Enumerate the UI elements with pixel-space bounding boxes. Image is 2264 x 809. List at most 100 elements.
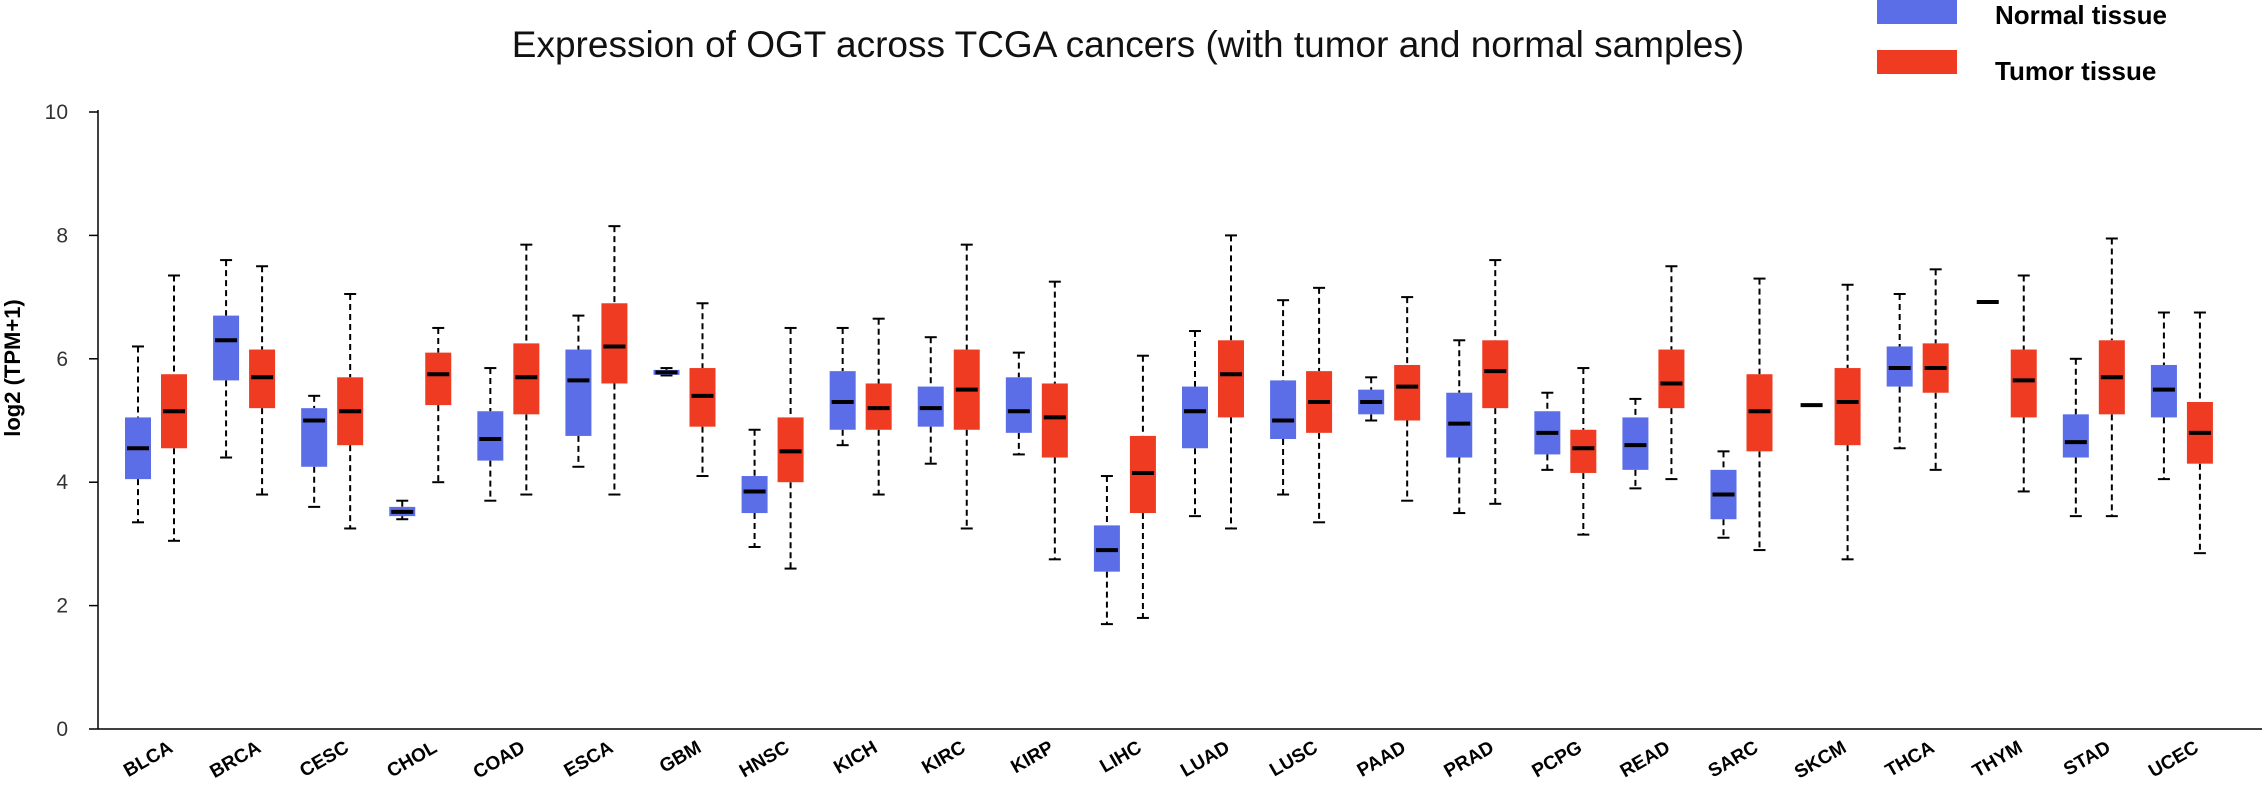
box-iqr	[741, 476, 768, 514]
legend: Normal tissue Tumor tissue	[1877, 0, 2167, 86]
x-tick-label: READ	[1617, 737, 1674, 782]
box-iqr	[1570, 429, 1597, 473]
legend-swatch-tumor	[1877, 50, 1957, 74]
x-tick-label: SARC	[1705, 737, 1762, 782]
box-hnsc-tumor	[777, 326, 804, 570]
x-tick-label: SKCM	[1791, 737, 1850, 783]
box-brca-tumor	[249, 265, 276, 496]
x-tick-label: KICH	[830, 737, 881, 778]
box-paad-normal	[1358, 376, 1385, 422]
box-gbm-normal	[653, 367, 680, 377]
box-gbm-tumor	[689, 302, 716, 478]
box-esca-normal	[565, 314, 592, 468]
box-iqr	[1394, 364, 1421, 421]
box-kich-normal	[829, 326, 856, 447]
box-iqr	[477, 411, 504, 461]
y-tick-label: 0	[56, 718, 68, 741]
box-ucec-tumor	[2186, 311, 2213, 555]
box-luad-tumor	[1218, 234, 1244, 530]
legend-swatch-normal	[1877, 0, 1957, 24]
box-thca-tumor	[1922, 268, 1949, 471]
box-cesc-normal	[301, 394, 328, 508]
box-chol-tumor	[425, 326, 452, 484]
x-tick-label: KIRP	[1008, 737, 1058, 778]
box-read-normal	[1622, 397, 1649, 490]
box-iqr	[2062, 414, 2089, 458]
box-thca-normal	[1886, 293, 1913, 450]
x-tick-label: CHOL	[384, 737, 441, 782]
box-iqr	[1834, 368, 1861, 446]
box-hnsc-normal	[741, 428, 768, 548]
box-luad-normal	[1182, 330, 1208, 518]
box-iqr	[1482, 340, 1509, 409]
x-tick-label: HNSC	[736, 737, 793, 782]
box-lihc-normal	[1093, 475, 1120, 626]
x-axis-tick-labels: BLCA BRCA CESC CHOL COAD ESCA GBM HNSC KICH KIRC K…	[120, 737, 2202, 783]
box-sarc-tumor	[1746, 277, 1773, 552]
x-tick-label: STAD	[2060, 737, 2114, 780]
y-tick-label: 4	[56, 471, 68, 494]
chart-title: Expression of OGT across TCGA cancers (w…	[512, 24, 1744, 65]
x-tick-label: COAD	[470, 737, 529, 783]
box-coad-tumor	[513, 243, 540, 496]
x-tick-label: ESCA	[561, 737, 617, 782]
box-ucec-normal	[2150, 311, 2177, 481]
box-pcpg-tumor	[1570, 367, 1597, 536]
legend-label-normal: Normal tissue	[1995, 0, 2167, 30]
x-tick-label: BRCA	[207, 737, 265, 783]
y-tick-label: 2	[56, 595, 68, 618]
box-iqr	[213, 315, 240, 381]
box-iqr	[1182, 386, 1208, 449]
box-lihc-tumor	[1129, 354, 1156, 619]
y-tick-label: 8	[56, 224, 68, 247]
box-iqr	[601, 303, 628, 384]
box-iqr	[565, 349, 592, 436]
box-kirp-normal	[1005, 351, 1032, 456]
box-lusc-tumor	[1306, 286, 1333, 524]
box-read-tumor	[1658, 265, 1685, 481]
y-tick-label: 6	[56, 348, 68, 371]
box-lusc-normal	[1270, 299, 1297, 496]
box-chol-normal	[389, 499, 416, 521]
box-blca-normal	[125, 345, 151, 524]
x-tick-label: THYM	[1969, 737, 2026, 782]
x-tick-label: PRAD	[1441, 737, 1498, 782]
box-kirc-tumor	[953, 243, 980, 530]
y-axis-label: log2 (TPM+1)	[0, 299, 25, 437]
box-iqr	[2010, 349, 2037, 418]
box-iqr	[1658, 349, 1685, 409]
box-stad-tumor	[2098, 237, 2125, 518]
box-pcpg-normal	[1534, 391, 1561, 471]
box-iqr	[1270, 380, 1297, 440]
x-tick-label: LIHC	[1097, 737, 1146, 777]
x-tick-label: KIRC	[919, 737, 970, 779]
box-kirc-normal	[917, 336, 944, 465]
x-tick-label: LUAD	[1177, 737, 1233, 782]
axes: 0 2 4 6 8 10	[45, 101, 2262, 741]
legend-label-tumor: Tumor tissue	[1995, 56, 2156, 86]
box-skcm-tumor	[1834, 283, 1861, 561]
box-thym-tumor	[2010, 274, 2037, 493]
box-sarc-normal	[1710, 450, 1737, 539]
box-iqr	[425, 352, 452, 406]
box-brca-normal	[213, 259, 240, 459]
box-prad-normal	[1446, 339, 1473, 515]
box-kich-tumor	[865, 317, 892, 496]
x-tick-label: PCPG	[1529, 737, 1586, 782]
box-coad-normal	[477, 367, 504, 502]
x-tick-label: CESC	[296, 737, 352, 782]
box-paad-tumor	[1394, 296, 1421, 502]
box-prad-tumor	[1482, 259, 1509, 505]
x-tick-label: GBM	[656, 737, 705, 777]
box-blca-tumor	[161, 274, 187, 542]
x-tick-label: BLCA	[120, 737, 176, 782]
box-iqr	[301, 408, 328, 467]
box-iqr	[1218, 340, 1244, 418]
x-tick-label: THCA	[1882, 737, 1938, 782]
box-kirp-tumor	[1041, 280, 1068, 561]
box-iqr	[1041, 383, 1068, 458]
x-tick-label: UCEC	[2145, 737, 2202, 782]
box-esca-tumor	[601, 225, 628, 496]
x-tick-label: LUSC	[1266, 737, 1322, 781]
